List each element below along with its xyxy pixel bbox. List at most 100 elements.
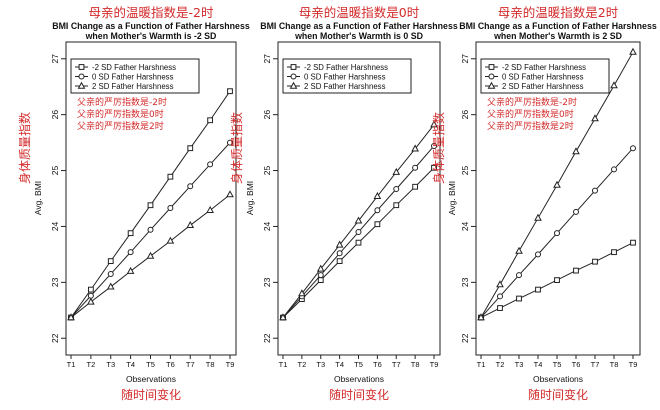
legend-entry: 2 SD Father Harshness bbox=[304, 82, 386, 91]
chart-cn-title: 母亲的温暖指数是0时 bbox=[299, 5, 420, 20]
x-tick-label: T3 bbox=[106, 360, 115, 369]
data-point bbox=[592, 258, 598, 265]
legend-marker bbox=[290, 64, 297, 70]
data-point bbox=[186, 220, 195, 229]
y-tick-label: 27 bbox=[262, 54, 272, 64]
data-point bbox=[630, 145, 636, 152]
data-point bbox=[279, 313, 287, 321]
y-tick-label: 23 bbox=[50, 277, 60, 287]
x-tick-label: T6 bbox=[373, 360, 382, 369]
data-point bbox=[611, 249, 617, 256]
data-point bbox=[107, 258, 114, 265]
x-axis-cn-label: 随时间变化 bbox=[329, 387, 389, 402]
legend-marker bbox=[78, 64, 85, 70]
data-point bbox=[412, 164, 419, 171]
y-tick-label: 22 bbox=[262, 333, 272, 343]
data-point bbox=[316, 264, 325, 272]
chart-title: BMI Change as a Function of Father Harsh… bbox=[52, 21, 250, 31]
legend-marker bbox=[78, 73, 85, 80]
data-point bbox=[227, 139, 233, 146]
x-tick-label: T1 bbox=[279, 360, 288, 369]
x-axis-label: Observations bbox=[334, 374, 384, 384]
data-point bbox=[335, 240, 344, 248]
data-point bbox=[227, 88, 233, 95]
annotation-note: 父亲的严厉指数是0时 bbox=[487, 108, 574, 120]
data-point bbox=[354, 216, 363, 224]
chart-subtitle: when Mother's Warmth is -2 SD bbox=[85, 31, 217, 41]
data-point bbox=[147, 202, 154, 209]
data-point bbox=[107, 270, 114, 277]
legend-entry: -2 SD Father Harshness bbox=[304, 63, 388, 72]
data-point bbox=[336, 258, 343, 265]
data-point bbox=[553, 180, 561, 188]
data-point bbox=[497, 305, 503, 311]
data-point bbox=[535, 251, 541, 258]
data-point bbox=[554, 230, 560, 237]
x-tick-label: T7 bbox=[392, 360, 401, 369]
legend-entry: 0 SD Father Harshness bbox=[92, 72, 174, 81]
x-tick-label: T3 bbox=[316, 360, 325, 369]
data-point bbox=[477, 313, 485, 321]
data-point bbox=[317, 272, 324, 279]
data-point bbox=[146, 251, 155, 259]
y-tick-label: 24 bbox=[50, 221, 60, 231]
data-point bbox=[87, 292, 94, 299]
data-point bbox=[611, 166, 617, 173]
y-tick-label: 25 bbox=[50, 166, 60, 176]
x-tick-label: T5 bbox=[553, 360, 562, 369]
x-tick-label: T2 bbox=[297, 360, 306, 369]
y-tick-label: 25 bbox=[460, 166, 470, 176]
data-point bbox=[496, 280, 504, 288]
y-axis-cn-label: 身体质量指数 bbox=[431, 112, 446, 184]
x-tick-label: T2 bbox=[86, 360, 95, 369]
legend-entry: -2 SD Father Harshness bbox=[92, 63, 176, 72]
legend-box bbox=[480, 58, 610, 94]
legend-marker bbox=[488, 64, 495, 70]
data-point bbox=[126, 266, 135, 274]
data-point bbox=[317, 277, 324, 284]
data-point bbox=[106, 282, 115, 290]
plot-frame bbox=[475, 41, 641, 356]
legend-marker bbox=[488, 73, 495, 80]
annotation-note: 父亲的严厉指数是2时 bbox=[487, 120, 574, 132]
data-point bbox=[167, 205, 174, 212]
data-point bbox=[336, 250, 343, 257]
x-tick-label: T1 bbox=[67, 360, 76, 369]
data-point bbox=[127, 249, 134, 256]
chart-cn-title: 母亲的温暖指数是2时 bbox=[498, 5, 619, 20]
data-point bbox=[411, 144, 419, 152]
x-axis-label: Observations bbox=[126, 374, 176, 384]
y-tick-label: 23 bbox=[262, 277, 272, 287]
data-point bbox=[572, 147, 580, 155]
data-point bbox=[87, 286, 94, 293]
legend-marker bbox=[290, 73, 297, 80]
data-point bbox=[629, 47, 637, 55]
data-point bbox=[373, 191, 382, 199]
data-point bbox=[187, 183, 194, 190]
data-point bbox=[431, 142, 437, 149]
x-axis-label: Observations bbox=[533, 374, 583, 384]
x-tick-label: T4 bbox=[126, 360, 135, 369]
y-tick-label: 26 bbox=[460, 110, 470, 120]
y-tick-label: 24 bbox=[262, 221, 272, 231]
y-axis-cn-label: 身体质量指数 bbox=[229, 112, 244, 184]
data-point bbox=[534, 213, 542, 221]
y-tick-label: 25 bbox=[262, 166, 272, 176]
data-point bbox=[554, 277, 560, 284]
data-point bbox=[497, 293, 503, 300]
x-tick-label: T8 bbox=[610, 360, 619, 369]
data-point bbox=[166, 236, 175, 244]
data-point bbox=[516, 295, 522, 302]
x-tick-label: T6 bbox=[572, 360, 581, 369]
x-tick-label: T5 bbox=[354, 360, 363, 369]
chart-title: BMI Change as a Function of Father Harsh… bbox=[260, 21, 458, 31]
y-axis-label: Avg. BMI bbox=[33, 181, 43, 215]
annotation-note: 父亲的严厉指数是-2时 bbox=[77, 96, 167, 108]
chart-subtitle: when Mother's Warmth is 0 SD bbox=[294, 31, 423, 41]
x-tick-label: T8 bbox=[206, 360, 215, 369]
x-tick-label: T6 bbox=[166, 360, 175, 369]
x-tick-label: T1 bbox=[477, 360, 486, 369]
